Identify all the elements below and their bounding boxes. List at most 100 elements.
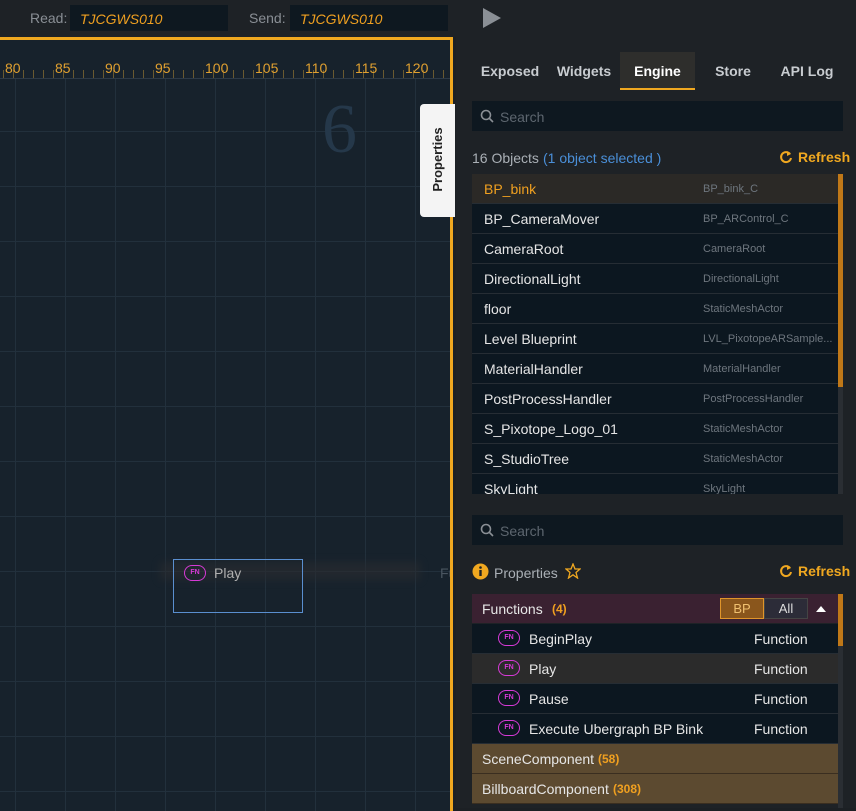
tab[interactable]: Exposed bbox=[480, 63, 540, 79]
canvas: 80 85 90 95 100 105 110 115 120 6 Func FN Play bbox=[0, 37, 453, 811]
function-row[interactable]: FN Play Function bbox=[472, 654, 838, 684]
tab[interactable]: Engine bbox=[620, 52, 695, 90]
tab[interactable]: API Log bbox=[780, 63, 834, 79]
object-class: StaticMeshActor bbox=[703, 453, 784, 465]
function-name: Pause bbox=[529, 691, 569, 707]
scrollbar bbox=[838, 594, 843, 808]
object-search[interactable]: Search bbox=[472, 101, 843, 131]
object-name: PostProcessHandler bbox=[484, 391, 612, 407]
object-name: DirectionalLight bbox=[484, 271, 581, 287]
section-count: (308) bbox=[613, 782, 642, 796]
search-icon bbox=[480, 109, 494, 123]
property-list: Functions (4) BP All FN BeginPlay Function FN Pl… bbox=[472, 594, 838, 808]
object-class: DirectionalLight bbox=[703, 273, 779, 285]
scroll-thumb[interactable] bbox=[838, 594, 843, 646]
object-class: CameraRoot bbox=[703, 243, 766, 255]
object-row[interactable]: BP_bink BP_bink_C bbox=[472, 174, 838, 204]
object-row[interactable]: SkyLight SkyLight bbox=[472, 474, 838, 494]
function-kind: Function bbox=[754, 691, 808, 707]
section-name: BillboardComponent bbox=[482, 781, 609, 797]
ruler-label: 110 bbox=[305, 60, 328, 76]
side-tab-label: Properties bbox=[430, 127, 445, 192]
object-class: SkyLight bbox=[703, 483, 746, 494]
object-class: MaterialHandler bbox=[703, 363, 781, 375]
object-row[interactable]: Level Blueprint LVL_PixotopeARSample... bbox=[472, 324, 838, 354]
ruler: 80 85 90 95 100 105 110 115 120 bbox=[0, 40, 450, 79]
object-row[interactable]: BP_CameraMover BP_ARControl_C bbox=[472, 204, 838, 234]
function-row[interactable]: FN Pause Function bbox=[472, 684, 838, 714]
object-row[interactable]: S_StudioTree StaticMeshActor bbox=[472, 444, 838, 474]
ruler-label: 80 bbox=[5, 60, 21, 76]
read-input[interactable]: TJCGWS010 bbox=[70, 5, 228, 31]
object-name: SkyLight bbox=[484, 481, 538, 494]
object-list: BP_bink BP_bink_C BP_CameraMover BP_ARContr… bbox=[472, 174, 838, 494]
object-row[interactable]: MaterialHandler MaterialHandler bbox=[472, 354, 838, 384]
object-class: BP_ARControl_C bbox=[703, 213, 789, 225]
ruler-label: 120 bbox=[405, 60, 429, 76]
ruler-label: 105 bbox=[255, 60, 279, 76]
side-tab[interactable]: Properties bbox=[420, 104, 455, 217]
object-class: LVL_PixotopeARSample... bbox=[703, 333, 833, 345]
node[interactable]: FN Play bbox=[173, 559, 303, 613]
object-class: StaticMeshActor bbox=[703, 423, 784, 435]
search-placeholder: Search bbox=[500, 523, 545, 539]
node-shadow bbox=[160, 562, 420, 580]
object-row[interactable]: S_Pixotope_Logo_01 StaticMeshActor bbox=[472, 414, 838, 444]
ruler-label: 95 bbox=[155, 60, 171, 76]
top-bar: Read: TJCGWS010 Send: TJCGWS010 bbox=[0, 0, 856, 37]
read-value: TJCGWS010 bbox=[80, 11, 163, 27]
faded-label: Func bbox=[440, 565, 450, 581]
property-search[interactable]: Search bbox=[472, 515, 843, 545]
object-row[interactable]: CameraRoot CameraRoot bbox=[472, 234, 838, 264]
section-header[interactable]: SceneComponent (58) bbox=[472, 744, 838, 774]
info-icon bbox=[472, 563, 489, 580]
filter-button[interactable]: All bbox=[764, 598, 808, 619]
object-class: PostProcessHandler bbox=[703, 393, 804, 405]
filter-button[interactable]: BP bbox=[720, 598, 764, 619]
section-count: (58) bbox=[598, 752, 620, 766]
tab-bar: Exposed Widgets Engine Store API Log bbox=[472, 52, 844, 90]
refresh-icon bbox=[780, 151, 792, 164]
play-button[interactable] bbox=[480, 6, 504, 30]
favorite-star[interactable] bbox=[565, 563, 581, 579]
object-row[interactable]: PostProcessHandler PostProcessHandler bbox=[472, 384, 838, 414]
tab[interactable]: Store bbox=[715, 63, 751, 79]
section-header[interactable]: BillboardComponent (308) bbox=[472, 774, 838, 804]
scroll-thumb[interactable] bbox=[838, 174, 843, 387]
properties-title: Properties bbox=[494, 565, 558, 581]
big-number: 6 bbox=[322, 91, 357, 168]
object-row[interactable]: floor StaticMeshActor bbox=[472, 294, 838, 324]
object-row[interactable]: DirectionalLight DirectionalLight bbox=[472, 264, 838, 294]
ruler-label: 115 bbox=[355, 60, 378, 76]
fn-icon: FN bbox=[184, 565, 206, 581]
object-class: BP_bink_C bbox=[703, 183, 759, 195]
function-name: BeginPlay bbox=[529, 631, 593, 647]
send-label: Send: bbox=[249, 10, 286, 26]
collapse-icon[interactable] bbox=[815, 604, 827, 614]
ruler-label: 100 bbox=[205, 60, 229, 76]
object-name: Level Blueprint bbox=[484, 331, 577, 347]
tab[interactable]: Widgets bbox=[556, 63, 612, 79]
function-name: Execute Ubergraph BP Bink bbox=[529, 721, 704, 737]
ruler-label: 90 bbox=[105, 60, 121, 76]
send-value: TJCGWS010 bbox=[300, 11, 383, 27]
refresh-label: Refresh bbox=[798, 563, 851, 579]
selection-info: (1 object selected ) bbox=[543, 150, 662, 166]
fn-icon: FN bbox=[498, 630, 520, 646]
function-kind: Function bbox=[754, 721, 808, 737]
section-name: SceneComponent bbox=[482, 751, 595, 767]
scrollbar bbox=[838, 174, 843, 494]
function-row[interactable]: FN Execute Ubergraph BP Bink Function bbox=[472, 714, 838, 744]
object-count: 16 Objects bbox=[472, 150, 539, 166]
read-label: Read: bbox=[30, 10, 68, 26]
fn-icon: FN bbox=[498, 720, 520, 736]
node-label: Play bbox=[214, 565, 242, 581]
function-name: Play bbox=[529, 661, 557, 677]
send-input[interactable]: TJCGWS010 bbox=[290, 5, 448, 31]
function-row[interactable]: FN BeginPlay Function bbox=[472, 624, 838, 654]
object-name: BP_bink bbox=[484, 181, 537, 197]
section-header[interactable]: Functions (4) BP All bbox=[472, 594, 838, 623]
fn-icon: FN bbox=[498, 660, 520, 676]
object-class: StaticMeshActor bbox=[703, 303, 784, 315]
object-name: S_Pixotope_Logo_01 bbox=[484, 421, 618, 437]
